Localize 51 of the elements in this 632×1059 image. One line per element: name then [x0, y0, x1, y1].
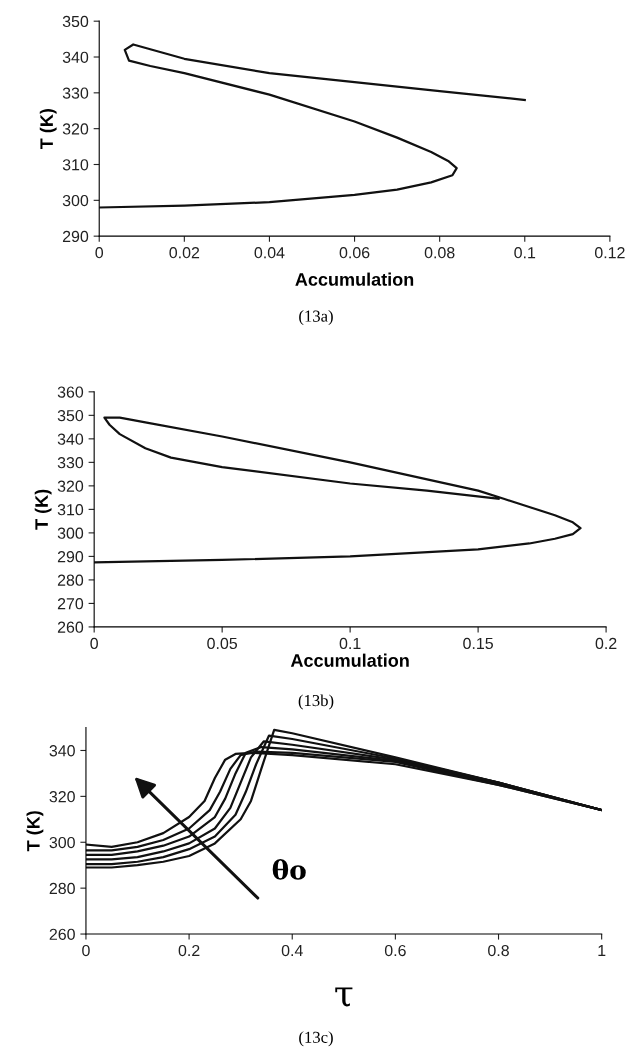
y-tick-label: 260 — [49, 928, 75, 940]
y-tick-label: 280 — [49, 882, 75, 895]
y-tick-label: 300 — [62, 194, 89, 207]
x-tick-label: 0.1 — [339, 637, 361, 650]
text: (13c) — [299, 1031, 333, 1047]
x-axis-title: τ — [335, 987, 353, 1007]
x-tick-label: 0.15 — [463, 637, 493, 650]
x-tick-label: 0.05 — [207, 637, 238, 650]
y-tick-label: 360 — [57, 386, 84, 398]
x-tick-label: 0.2 — [178, 944, 200, 957]
x-tick-label: 1 — [598, 945, 606, 957]
x-tick-label: 0.08 — [424, 247, 455, 259]
y-tick-label: 340 — [57, 433, 84, 445]
x-tick-label: 0.2 — [595, 637, 617, 650]
text: (13b) — [298, 694, 334, 710]
x-tick-label: 0.4 — [281, 944, 303, 957]
y-tick-label: 300 — [57, 527, 84, 539]
y-tick-label: 340 — [49, 745, 75, 757]
y-tick-label: 270 — [57, 598, 84, 610]
x-tick-label: 0 — [90, 637, 98, 650]
x-axis-title: Accumulation — [290, 653, 409, 667]
annotation: θo — [272, 859, 306, 880]
y-tick-label: 320 — [62, 123, 89, 135]
y-axis-title: T (K) — [34, 489, 52, 530]
y-axis-title: T (K) — [39, 109, 57, 150]
x-tick-label: 0.06 — [339, 247, 370, 259]
x-tick-label: 0 — [82, 944, 90, 957]
y-tick-label: 290 — [57, 551, 84, 563]
y-tick-label: 320 — [49, 791, 75, 803]
y-tick-label: 350 — [57, 409, 84, 422]
y-tick-label: 330 — [57, 456, 84, 469]
y-tick-label: 320 — [57, 480, 84, 492]
y-tick-label: 330 — [62, 87, 89, 99]
x-tick-label: 0 — [95, 247, 104, 259]
y-tick-label: 260 — [57, 621, 84, 633]
x-tick-label: 0.04 — [254, 247, 285, 259]
x-axis-title: Accumulation — [295, 272, 414, 286]
y-tick-label: 350 — [62, 15, 89, 28]
y-tick-label: 310 — [57, 504, 84, 516]
x-tick-label: 0.8 — [488, 944, 509, 957]
y-tick-label: 290 — [62, 230, 89, 243]
x-tick-label: 0.12 — [594, 247, 625, 259]
y-axis-title: T (K) — [26, 811, 44, 852]
y-tick-label: 310 — [62, 159, 89, 171]
x-tick-label: 0.6 — [384, 944, 406, 957]
x-tick-label: 0.1 — [514, 247, 536, 259]
text: (13a) — [299, 310, 333, 326]
y-tick-label: 300 — [49, 836, 75, 849]
x-tick-label: 0.02 — [169, 247, 200, 259]
y-tick-label: 280 — [57, 574, 84, 586]
y-tick-label: 340 — [62, 51, 89, 63]
